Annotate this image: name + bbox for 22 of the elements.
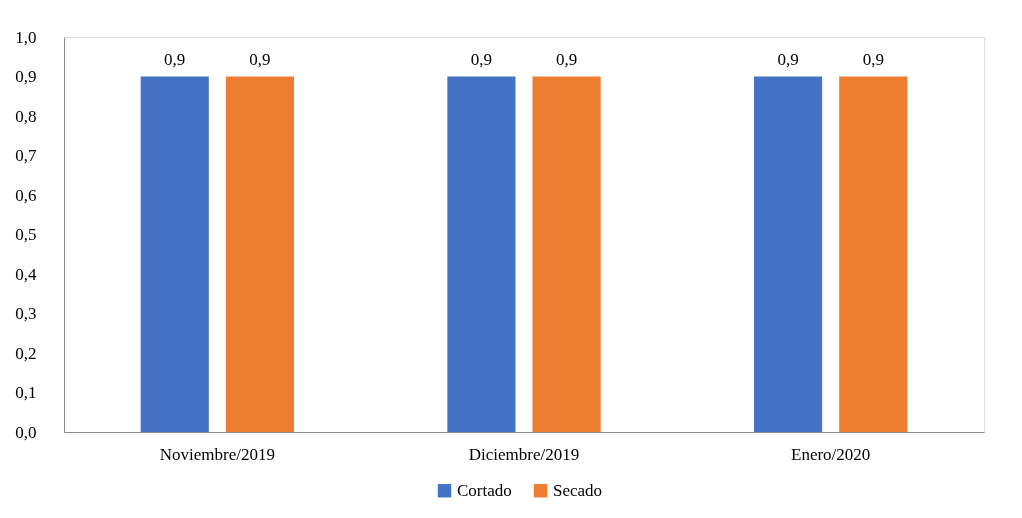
y-tick-label: 0,5 xyxy=(15,225,37,244)
y-tick-label: 0,6 xyxy=(15,185,37,205)
legend-label: Cortado xyxy=(457,480,512,500)
data-label: 0,9 xyxy=(249,49,271,69)
data-label: 0,9 xyxy=(164,49,186,69)
y-tick-label: 0,8 xyxy=(15,106,37,126)
y-tick-label: 0,2 xyxy=(15,343,37,363)
data-label: 0,9 xyxy=(470,49,493,69)
y-tick-label: 0,4 xyxy=(15,264,37,284)
y-tick-label: 0,3 xyxy=(15,304,37,323)
x-tick-label: Enero/2020 xyxy=(791,444,871,464)
legend-label: Secado xyxy=(553,480,603,500)
data-label: 0,9 xyxy=(862,49,884,69)
data-label: 0,9 xyxy=(555,49,578,69)
y-tick-label: 0,0 xyxy=(15,422,37,442)
x-tick-label: Diciembre/2019 xyxy=(468,444,580,464)
y-tick-label: 0,7 xyxy=(15,146,37,165)
y-tick-label: 0,1 xyxy=(15,383,37,402)
data-label: 0,9 xyxy=(777,49,799,69)
x-tick-label: Noviembre/2019 xyxy=(159,444,275,464)
y-tick-label: 0,9 xyxy=(15,67,37,86)
y-tick-label: 1,0 xyxy=(15,27,37,47)
